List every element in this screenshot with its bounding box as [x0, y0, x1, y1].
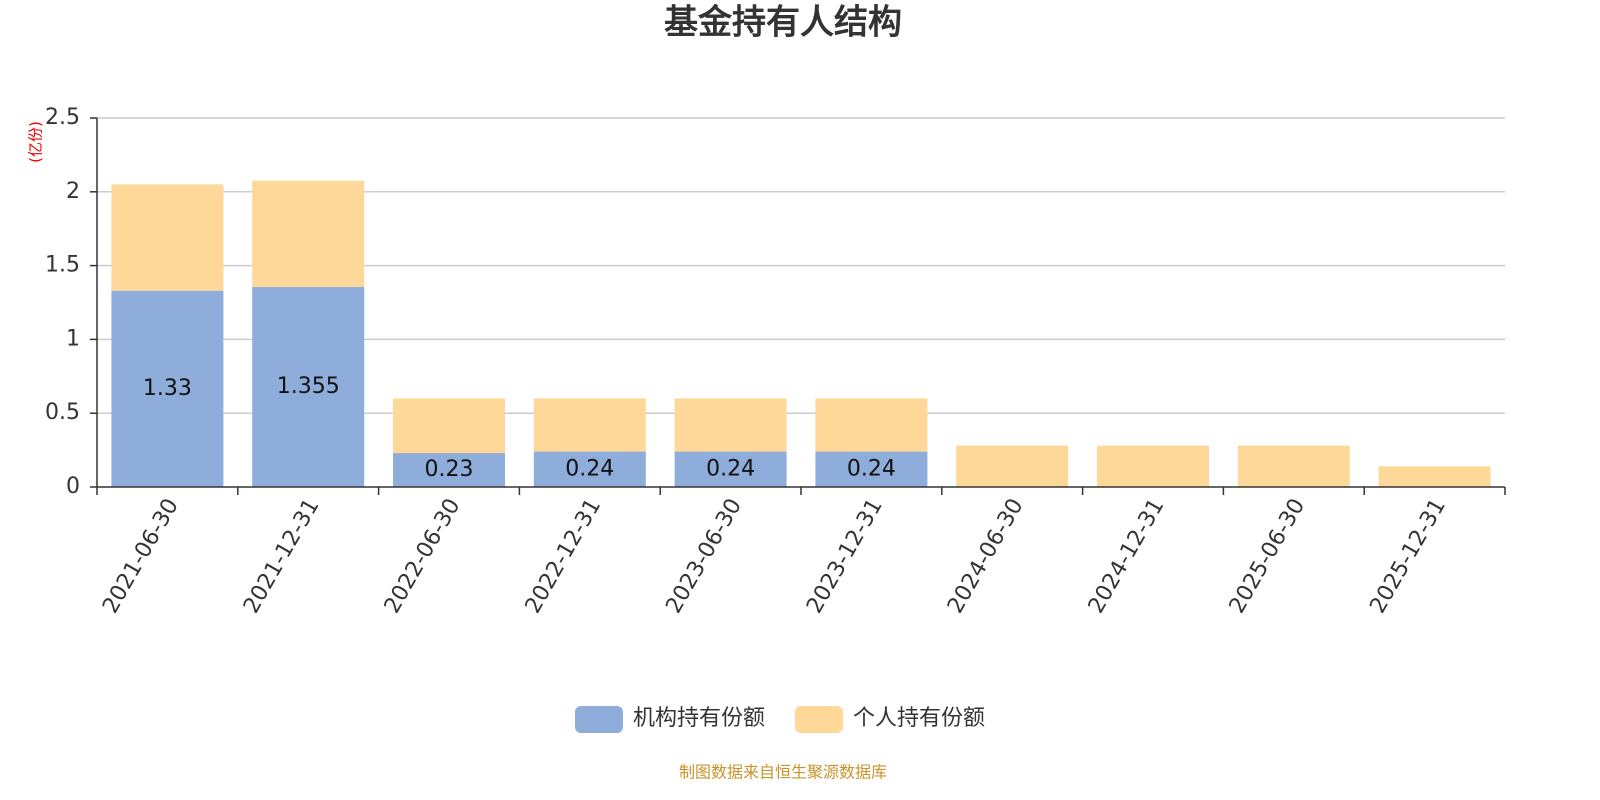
x-tick-label: 2023-06-30 — [661, 495, 747, 618]
legend-label: 机构持有份额 — [633, 706, 765, 731]
data-label: 1.355 — [277, 374, 340, 399]
x-tick-label: 2021-12-31 — [239, 495, 325, 618]
y-tick-label: 2.5 — [45, 105, 80, 130]
bar-segment — [533, 398, 646, 452]
bar-segment — [815, 451, 928, 487]
bar-segment — [533, 451, 646, 487]
bar-segment — [111, 290, 224, 487]
y-unit: (亿份) — [27, 121, 45, 163]
y-tick-label: 1 — [66, 326, 80, 351]
source-note: 制图数据来自恒生聚源数据库 — [679, 763, 887, 782]
bar-segment — [956, 445, 1069, 487]
data-label: 1.33 — [143, 376, 192, 401]
data-label: 0.24 — [706, 456, 755, 481]
y-tick-label: 1.5 — [45, 253, 80, 278]
x-tick-label: 2023-12-31 — [802, 495, 888, 618]
chart-title: 基金持有人结构 — [664, 3, 902, 43]
legend-swatch[interactable] — [795, 706, 843, 733]
data-label: 0.23 — [425, 457, 474, 482]
data-label: 0.24 — [847, 456, 896, 481]
bar-segment — [1378, 466, 1491, 487]
x-tick-label: 2022-06-30 — [380, 495, 466, 618]
bar-segment — [1097, 445, 1209, 487]
x-tick-label: 2021-06-30 — [98, 495, 184, 618]
x-tick-label: 2025-06-30 — [1225, 495, 1311, 618]
legend-label: 个人持有份额 — [853, 706, 985, 731]
x-tick-label: 2024-12-31 — [1084, 495, 1170, 618]
bar-segment — [252, 287, 365, 487]
x-tick-label: 2022-12-31 — [521, 495, 607, 618]
y-tick-label: 0.5 — [45, 400, 80, 425]
y-tick-label: 0 — [66, 474, 80, 499]
bar-segment — [674, 398, 787, 452]
bar-segment — [393, 453, 505, 487]
bar-segment — [815, 398, 928, 452]
y-tick-label: 2 — [66, 179, 80, 204]
x-tick-label: 2025-12-31 — [1365, 495, 1451, 618]
data-label: 0.24 — [565, 456, 614, 481]
bar-segment — [393, 398, 505, 454]
legend-swatch[interactable] — [575, 706, 623, 733]
bar-segment — [1237, 445, 1350, 487]
bar-segment — [252, 180, 365, 288]
bar-segment — [674, 451, 787, 487]
x-tick-label: 2024-06-30 — [943, 495, 1029, 618]
bar-segment — [111, 184, 224, 291]
